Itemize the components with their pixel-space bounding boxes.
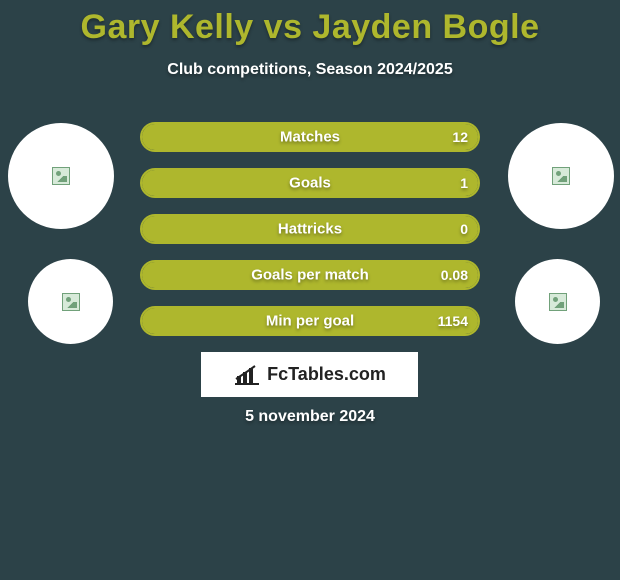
image-placeholder-icon [52,167,70,185]
club1-logo [28,259,113,344]
stat-row: Matches 12 [140,122,480,152]
stat-fill [142,170,478,196]
subtitle: Club competitions, Season 2024/2025 [0,61,620,79]
stat-fill [142,308,478,334]
stat-fill [142,124,478,150]
image-placeholder-icon [552,167,570,185]
image-placeholder-icon [549,293,567,311]
footer-date: 5 november 2024 [0,408,620,426]
player2-avatar [508,123,614,229]
attribution-banner: FcTables.com [201,352,418,397]
stat-fill [142,262,478,288]
stat-row: Goals 1 [140,168,480,198]
image-placeholder-icon [62,293,80,311]
stat-row: Hattricks 0 [140,214,480,244]
attribution-text: FcTables.com [267,364,386,385]
stat-fill [142,216,478,242]
stats-panel: Matches 12 Goals 1 Hattricks 0 Goals per… [140,122,480,352]
player1-avatar [8,123,114,229]
stat-row: Goals per match 0.08 [140,260,480,290]
page-title: Gary Kelly vs Jayden Bogle [0,0,620,47]
bar-chart-icon [233,364,261,386]
stat-row: Min per goal 1154 [140,306,480,336]
club2-logo [515,259,600,344]
